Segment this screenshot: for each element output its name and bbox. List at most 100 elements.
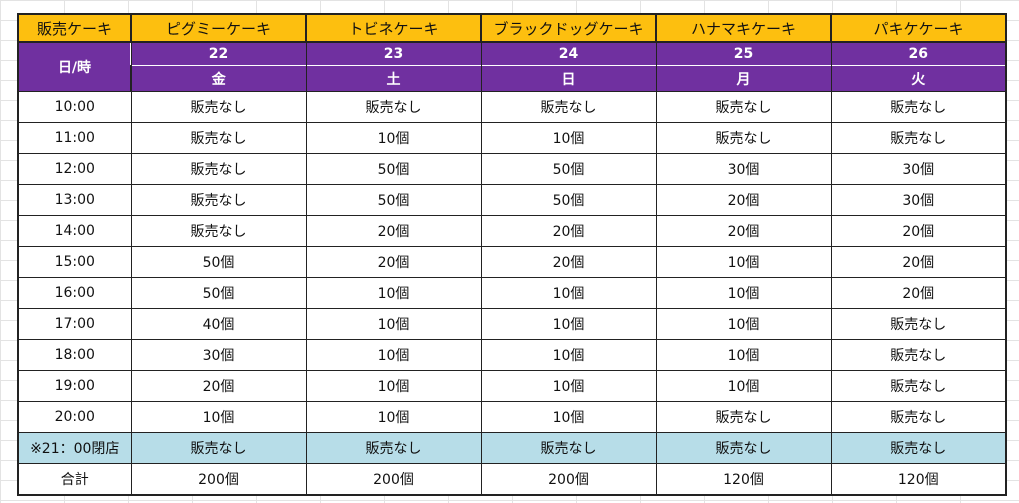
time-label-cell[interactable]: 11:00 [17, 122, 132, 154]
sales-value-cell[interactable]: 販売なし [305, 91, 482, 123]
sales-value-cell[interactable]: 30個 [655, 153, 832, 185]
sales-value-cell[interactable]: 50個 [480, 184, 657, 216]
sales-value-cell[interactable]: 50個 [130, 277, 307, 309]
cake-header-cell[interactable]: ブラックドッグケーキ [480, 13, 657, 43]
time-label-cell[interactable]: 16:00 [17, 277, 132, 309]
date-cell[interactable]: 26 [830, 41, 1007, 66]
weekday-cell[interactable]: 日 [480, 65, 657, 92]
sales-value-cell[interactable]: 10個 [655, 370, 832, 402]
sales-value-cell[interactable]: 30個 [830, 153, 1007, 185]
sales-value-cell[interactable]: 販売なし [655, 401, 832, 433]
sales-value-cell[interactable]: 販売なし [830, 432, 1007, 464]
sales-value-cell[interactable]: 販売なし [830, 91, 1007, 123]
sales-value-cell[interactable]: 10個 [130, 401, 307, 433]
sales-value-cell[interactable]: 販売なし [830, 308, 1007, 340]
time-slot-row: 19:00 20個 10個 10個 10個 販売なし [17, 370, 1007, 402]
cake-header-cell[interactable]: ピグミーケーキ [130, 13, 307, 43]
sales-value-cell[interactable]: 販売なし [130, 122, 307, 154]
sales-value-cell[interactable]: 10個 [655, 339, 832, 371]
weekday-cell[interactable]: 火 [830, 65, 1007, 92]
sales-value-cell[interactable]: 販売なし [655, 91, 832, 123]
sales-value-cell[interactable]: 10個 [655, 308, 832, 340]
corner-label-cell[interactable]: 販売ケーキ [17, 13, 132, 43]
sales-value-cell[interactable]: 10個 [480, 122, 657, 154]
sales-value-cell[interactable]: 販売なし [655, 122, 832, 154]
sales-value-cell[interactable]: 40個 [130, 308, 307, 340]
time-slot-row: 15:00 50個 20個 20個 10個 20個 [17, 246, 1007, 278]
sales-value-cell[interactable]: 販売なし [130, 153, 307, 185]
sales-value-cell[interactable]: 10個 [305, 401, 482, 433]
cake-header-cell[interactable]: トビネケーキ [305, 13, 482, 43]
sales-value-cell[interactable]: 販売なし [305, 432, 482, 464]
sales-value-cell[interactable]: 10個 [305, 308, 482, 340]
weekday-cell[interactable]: 月 [655, 65, 832, 92]
sales-value-cell[interactable]: 販売なし [480, 91, 657, 123]
sales-value-cell[interactable]: 販売なし [480, 432, 657, 464]
sales-value-cell[interactable]: 20個 [655, 215, 832, 247]
sales-value-cell[interactable]: 10個 [305, 122, 482, 154]
sales-value-cell[interactable]: 10個 [655, 246, 832, 278]
sales-value-cell[interactable]: 20個 [305, 215, 482, 247]
sales-value-cell[interactable]: 50個 [305, 184, 482, 216]
sales-value-cell[interactable]: 販売なし [130, 432, 307, 464]
sales-value-cell[interactable]: 10個 [655, 277, 832, 309]
sales-value-cell[interactable]: 10個 [305, 339, 482, 371]
time-slot-row: 10:00 販売なし 販売なし 販売なし 販売なし 販売なし [17, 91, 1007, 123]
weekday-cell[interactable]: 土 [305, 65, 482, 92]
time-label-cell[interactable]: 10:00 [17, 91, 132, 123]
time-label-cell[interactable]: 13:00 [17, 184, 132, 216]
sales-value-cell[interactable]: 10個 [480, 308, 657, 340]
sales-value-cell[interactable]: 20個 [830, 277, 1007, 309]
sales-value-cell[interactable]: 120個 [830, 463, 1007, 496]
date-cell[interactable]: 22 [130, 41, 307, 66]
sales-value-cell[interactable]: 20個 [130, 370, 307, 402]
sales-value-cell[interactable]: 50個 [305, 153, 482, 185]
sales-value-cell[interactable]: 10個 [305, 370, 482, 402]
sales-value-cell[interactable]: 販売なし [130, 215, 307, 247]
sales-value-cell[interactable]: 20個 [480, 246, 657, 278]
sales-value-cell[interactable]: 20個 [830, 246, 1007, 278]
sales-value-cell[interactable]: 販売なし [130, 184, 307, 216]
sales-value-cell[interactable]: 30個 [130, 339, 307, 371]
sales-value-cell[interactable]: 販売なし [830, 339, 1007, 371]
time-slot-row: 16:00 50個 10個 10個 10個 20個 [17, 277, 1007, 309]
sales-value-cell[interactable]: 10個 [480, 339, 657, 371]
time-label-cell[interactable]: ※21：00閉店 [17, 432, 132, 464]
sales-value-cell[interactable]: 20個 [480, 215, 657, 247]
cake-header-cell[interactable]: パキケケーキ [830, 13, 1007, 43]
time-label-cell[interactable]: 15:00 [17, 246, 132, 278]
sales-value-cell[interactable]: 10個 [480, 401, 657, 433]
sales-value-cell[interactable]: 200個 [480, 463, 657, 496]
cake-header-cell[interactable]: ハナマキケーキ [655, 13, 832, 43]
sales-value-cell[interactable]: 販売なし [830, 401, 1007, 433]
time-label-cell[interactable]: 19:00 [17, 370, 132, 402]
sales-value-cell[interactable]: 販売なし [830, 370, 1007, 402]
sales-value-cell[interactable]: 20個 [830, 215, 1007, 247]
sales-value-cell[interactable]: 販売なし [830, 122, 1007, 154]
sales-value-cell[interactable]: 20個 [655, 184, 832, 216]
time-label-cell[interactable]: 18:00 [17, 339, 132, 371]
sales-value-cell[interactable]: 10個 [480, 277, 657, 309]
date-cell[interactable]: 25 [655, 41, 832, 66]
sales-value-cell[interactable]: 200個 [130, 463, 307, 496]
weekday-cell[interactable]: 金 [130, 65, 307, 92]
sales-value-cell[interactable]: 10個 [480, 370, 657, 402]
sales-value-cell[interactable]: 50個 [480, 153, 657, 185]
time-label-cell[interactable]: 17:00 [17, 308, 132, 340]
time-label-cell[interactable]: 20:00 [17, 401, 132, 433]
sales-value-cell[interactable]: 10個 [305, 277, 482, 309]
time-label-cell[interactable]: 合計 [17, 463, 132, 496]
sales-value-cell[interactable]: 販売なし [130, 91, 307, 123]
time-label-cell[interactable]: 14:00 [17, 215, 132, 247]
sales-value-cell[interactable]: 30個 [830, 184, 1007, 216]
sales-value-cell[interactable]: 200個 [305, 463, 482, 496]
sales-value-cell[interactable]: 120個 [655, 463, 832, 496]
time-label-cell[interactable]: 12:00 [17, 153, 132, 185]
sales-value-cell[interactable]: 50個 [130, 246, 307, 278]
sales-value-cell[interactable]: 20個 [305, 246, 482, 278]
time-slot-row: 12:00 販売なし 50個 50個 30個 30個 [17, 153, 1007, 185]
date-cell[interactable]: 23 [305, 41, 482, 66]
sales-value-cell[interactable]: 販売なし [655, 432, 832, 464]
date-cell[interactable]: 24 [480, 41, 657, 66]
daytime-label-cell[interactable]: 日/時 [17, 41, 132, 92]
